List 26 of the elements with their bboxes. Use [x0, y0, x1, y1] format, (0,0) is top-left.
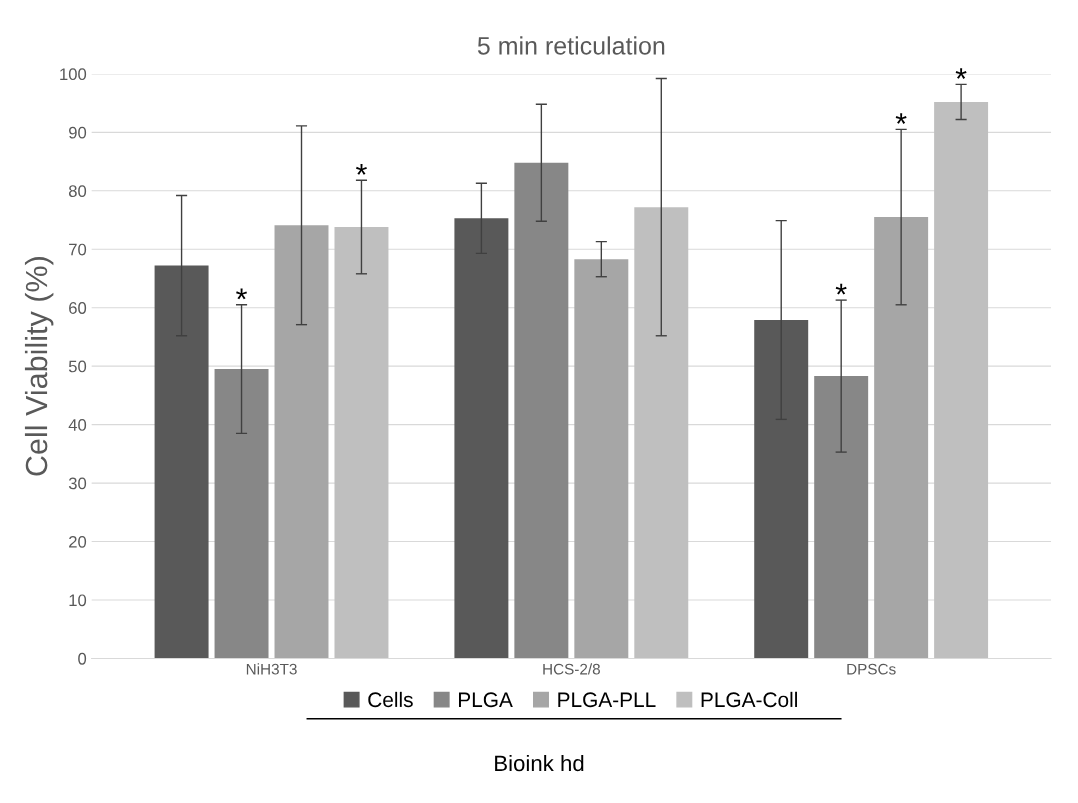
y-tick-label: 20 — [69, 535, 87, 548]
y-tick-label: 60 — [69, 302, 87, 314]
y-tick-label: 0 — [78, 652, 87, 665]
y-tick-label: 50 — [68, 360, 87, 373]
data-label: * — [895, 113, 907, 124]
y-tick-label: 80 — [68, 185, 87, 197]
y-tick-label: 70 — [69, 243, 87, 256]
legend-label: Cells — [368, 691, 413, 708]
x-axis-title: Bioink hd — [495, 754, 584, 772]
x-tick-label: DPSCs — [847, 663, 896, 675]
y-tick-label: 30 — [68, 477, 87, 490]
data-label: * — [356, 164, 367, 175]
legend-label: PLGA — [459, 692, 513, 708]
y-axis-title: Cell Viability (%) — [24, 257, 54, 476]
chart-title: 5 min reticulation — [477, 36, 665, 55]
y-tick-label: 90 — [69, 126, 87, 139]
y-tick-label: 100 — [60, 68, 87, 81]
x-tick-label: NiH3T3 — [246, 663, 297, 675]
legend-label: PLGA-Coll — [701, 691, 797, 708]
data-label: * — [236, 288, 248, 300]
y-tick-label: 10 — [69, 594, 87, 607]
y-tick-label: 40 — [68, 419, 87, 431]
x-tick-label: HCS-2/8 — [543, 663, 600, 675]
data-label: * — [835, 283, 847, 295]
data-label: * — [955, 68, 967, 79]
legend-label: PLGA-PLL — [558, 692, 656, 708]
